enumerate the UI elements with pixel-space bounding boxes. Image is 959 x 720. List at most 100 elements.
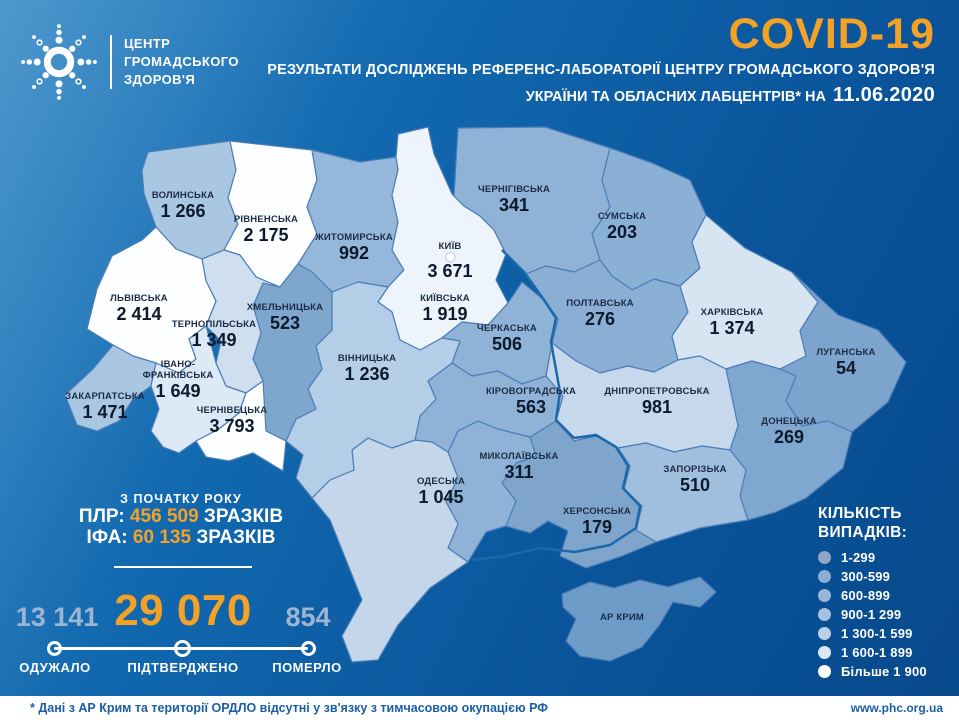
- legend-label: 600-899: [841, 588, 891, 603]
- region-name: ЗАКАРПАТСЬКА: [65, 390, 145, 402]
- region-label-mykolaiv: МИКОЛАЇВСЬКА 311: [479, 451, 558, 482]
- region-label-lviv: ЛЬВІВСЬКА 2 414: [110, 293, 168, 324]
- timeline-node-died: [301, 641, 316, 656]
- legend-label: 1 300-1 599: [841, 626, 913, 641]
- legend: КІЛЬКІСТЬ ВИПАДКІВ: 1-299 300-599 600-899 9…: [818, 504, 927, 681]
- legend-label: 900-1 299: [841, 607, 902, 622]
- region-name: ЗАПОРІЗЬКА: [663, 463, 727, 475]
- elisa-label: ІФА:: [86, 527, 128, 548]
- logo-dot: [75, 78, 82, 85]
- logo-dot: [92, 60, 97, 64]
- recovered-label: ОДУЖАЛО: [19, 660, 91, 675]
- elisa-samples-line: ІФА: 60 135 ЗРАЗКІВ: [87, 527, 276, 549]
- died-count: 854: [285, 602, 331, 632]
- region-label-zaporizhzhia: ЗАПОРІЗЬКА 510: [663, 464, 726, 495]
- region-name: ВІННИЦЬКА: [337, 352, 397, 364]
- logo-dot: [36, 39, 43, 46]
- page-title: COVID-19: [728, 10, 935, 58]
- region-shape-crimea: [561, 576, 717, 662]
- logo-dot: [32, 35, 36, 39]
- region-value: 341: [498, 194, 530, 215]
- region-label-volyn: ВОЛИНСЬКА 1 266: [152, 190, 214, 221]
- region-label-cherkasy: ЧЕРКАСЬКА 506: [477, 323, 537, 354]
- legend-circle: [818, 608, 831, 621]
- region-name: ЛУГАНСЬКА: [816, 346, 876, 358]
- region-label-kirovohrad: КІРОВОГРАДСЬКА 563: [486, 386, 576, 417]
- logo-dot: [32, 85, 36, 89]
- region-name: АР КРИМ: [599, 611, 645, 623]
- region-value: 3 671: [427, 260, 473, 281]
- region-value: 992: [338, 242, 370, 263]
- region-name: МИКОЛАЇВСЬКА: [479, 450, 559, 462]
- region-value: 1 236: [344, 363, 390, 384]
- region-label-vinnytsia: ВІННИЦЬКА 1 236: [338, 353, 396, 384]
- subtitle-line-2: УКРАЇНИ ТА ОБЛАСНИХ ЛАБЦЕНТРІВ* НА 11.06…: [526, 84, 935, 107]
- footer-site-link[interactable]: www.phc.org.ua: [850, 701, 943, 715]
- region-value: 981: [641, 396, 673, 417]
- region-value: 510: [679, 474, 711, 495]
- legend-title-line-1: КІЛЬКІСТЬ: [818, 505, 902, 522]
- region-label-sumy: СУМСЬКА 203: [598, 211, 646, 242]
- legend-circle: [818, 627, 831, 640]
- region-shape-kirovohrad: [414, 362, 564, 453]
- legend-circle: [818, 646, 831, 659]
- kyiv-city-dot: [445, 252, 454, 261]
- report-date: 11.06.2020: [833, 84, 935, 106]
- pcr-value: 456 509: [129, 506, 199, 527]
- region-value: 3 793: [209, 415, 255, 436]
- region-label-rivne: РІВНЕНСЬКА 2 175: [234, 214, 298, 245]
- legend-item-4: 1 300-1 599: [818, 624, 927, 643]
- stats-divider: [114, 566, 252, 568]
- logo-dot: [77, 58, 85, 66]
- logo-dot: [57, 24, 61, 29]
- legend-circle: [818, 551, 831, 564]
- legend-list: 1-299 300-599 600-899 900-1 299 1 300-1 599 1…: [818, 548, 927, 681]
- region-value: 311: [504, 461, 534, 482]
- region-value: 1 349: [191, 329, 237, 350]
- region-name: ЖИТОМИРСЬКА: [315, 231, 393, 243]
- region-label-kharkiv: ХАРКІВСЬКА 1 374: [701, 307, 764, 338]
- region-value: 54: [835, 357, 857, 378]
- region-value: 276: [584, 308, 616, 329]
- logo-line-2: ГРОМАДСЬКОГО: [124, 54, 239, 69]
- logo-dot: [75, 39, 82, 46]
- elisa-value: 60 135: [132, 527, 192, 548]
- logo-dot: [36, 78, 43, 85]
- region-name: ДНІПРОПЕТРОВСЬКА: [604, 385, 710, 397]
- region-label-donetsk: ДОНЕЦЬКА 269: [761, 416, 816, 447]
- region-label-poltava: ПОЛТАВСЬКА 276: [566, 298, 634, 329]
- region-shape-zakarpattia: [64, 344, 157, 432]
- phc-logo-icon: [21, 24, 97, 100]
- region-value: 179: [581, 516, 613, 537]
- legend-item-0: 1-299: [818, 548, 927, 567]
- since-year-title: З ПОЧАТКУ РОКУ: [120, 492, 242, 506]
- logo-text: ЦЕНТР ГРОМАДСЬКОГО ЗДОРОВ'Я: [124, 35, 239, 89]
- legend-label: 1 600-1 899: [841, 645, 913, 660]
- region-label-khmelnytskyi: ХМЕЛЬНИЦЬКА 523: [247, 302, 323, 333]
- region-name: ТЕРНОПІЛЬСЬКА: [171, 318, 257, 330]
- logo-dot: [33, 58, 41, 66]
- confirmed-count: 29 070: [114, 586, 252, 635]
- region-name: ЧЕРНІГІВСЬКА: [477, 183, 551, 195]
- region-value: 2 414: [116, 303, 162, 324]
- region-label-crimea: АР КРИМ: [600, 612, 644, 623]
- region-name: ХЕРСОНСЬКА: [563, 505, 631, 517]
- region-name: ХАРКІВСЬКА: [700, 306, 764, 318]
- region-label-luhansk: ЛУГАНСЬКА 54: [816, 347, 875, 378]
- logo-dot: [56, 29, 62, 36]
- timeline-node-confirmed: [174, 640, 191, 657]
- subtitle-line-2-text: УКРАЇНИ ТА ОБЛАСНИХ ЛАБЦЕНТРІВ* НА: [525, 89, 826, 105]
- logo-line-3: ЗДОРОВ'Я: [124, 72, 196, 87]
- logo-dot: [26, 59, 33, 65]
- region-label-ternopil: ТЕРНОПІЛЬСЬКА 1 349: [172, 319, 256, 350]
- logo-dot: [55, 36, 63, 44]
- logo-dot: [69, 45, 76, 52]
- region-label-zhytomyr: ЖИТОМИРСЬКА 992: [315, 232, 393, 263]
- region-name: ДОНЕЦЬКА: [761, 415, 817, 427]
- logo-dot: [21, 60, 26, 64]
- logo-dot: [85, 59, 92, 65]
- legend-circle: [818, 665, 831, 678]
- region-label-chernivtsi: ЧЕРНІВЕЦЬКА 3 793: [197, 405, 268, 436]
- logo-line-1: ЦЕНТР: [124, 36, 171, 51]
- logo-dot: [42, 45, 49, 52]
